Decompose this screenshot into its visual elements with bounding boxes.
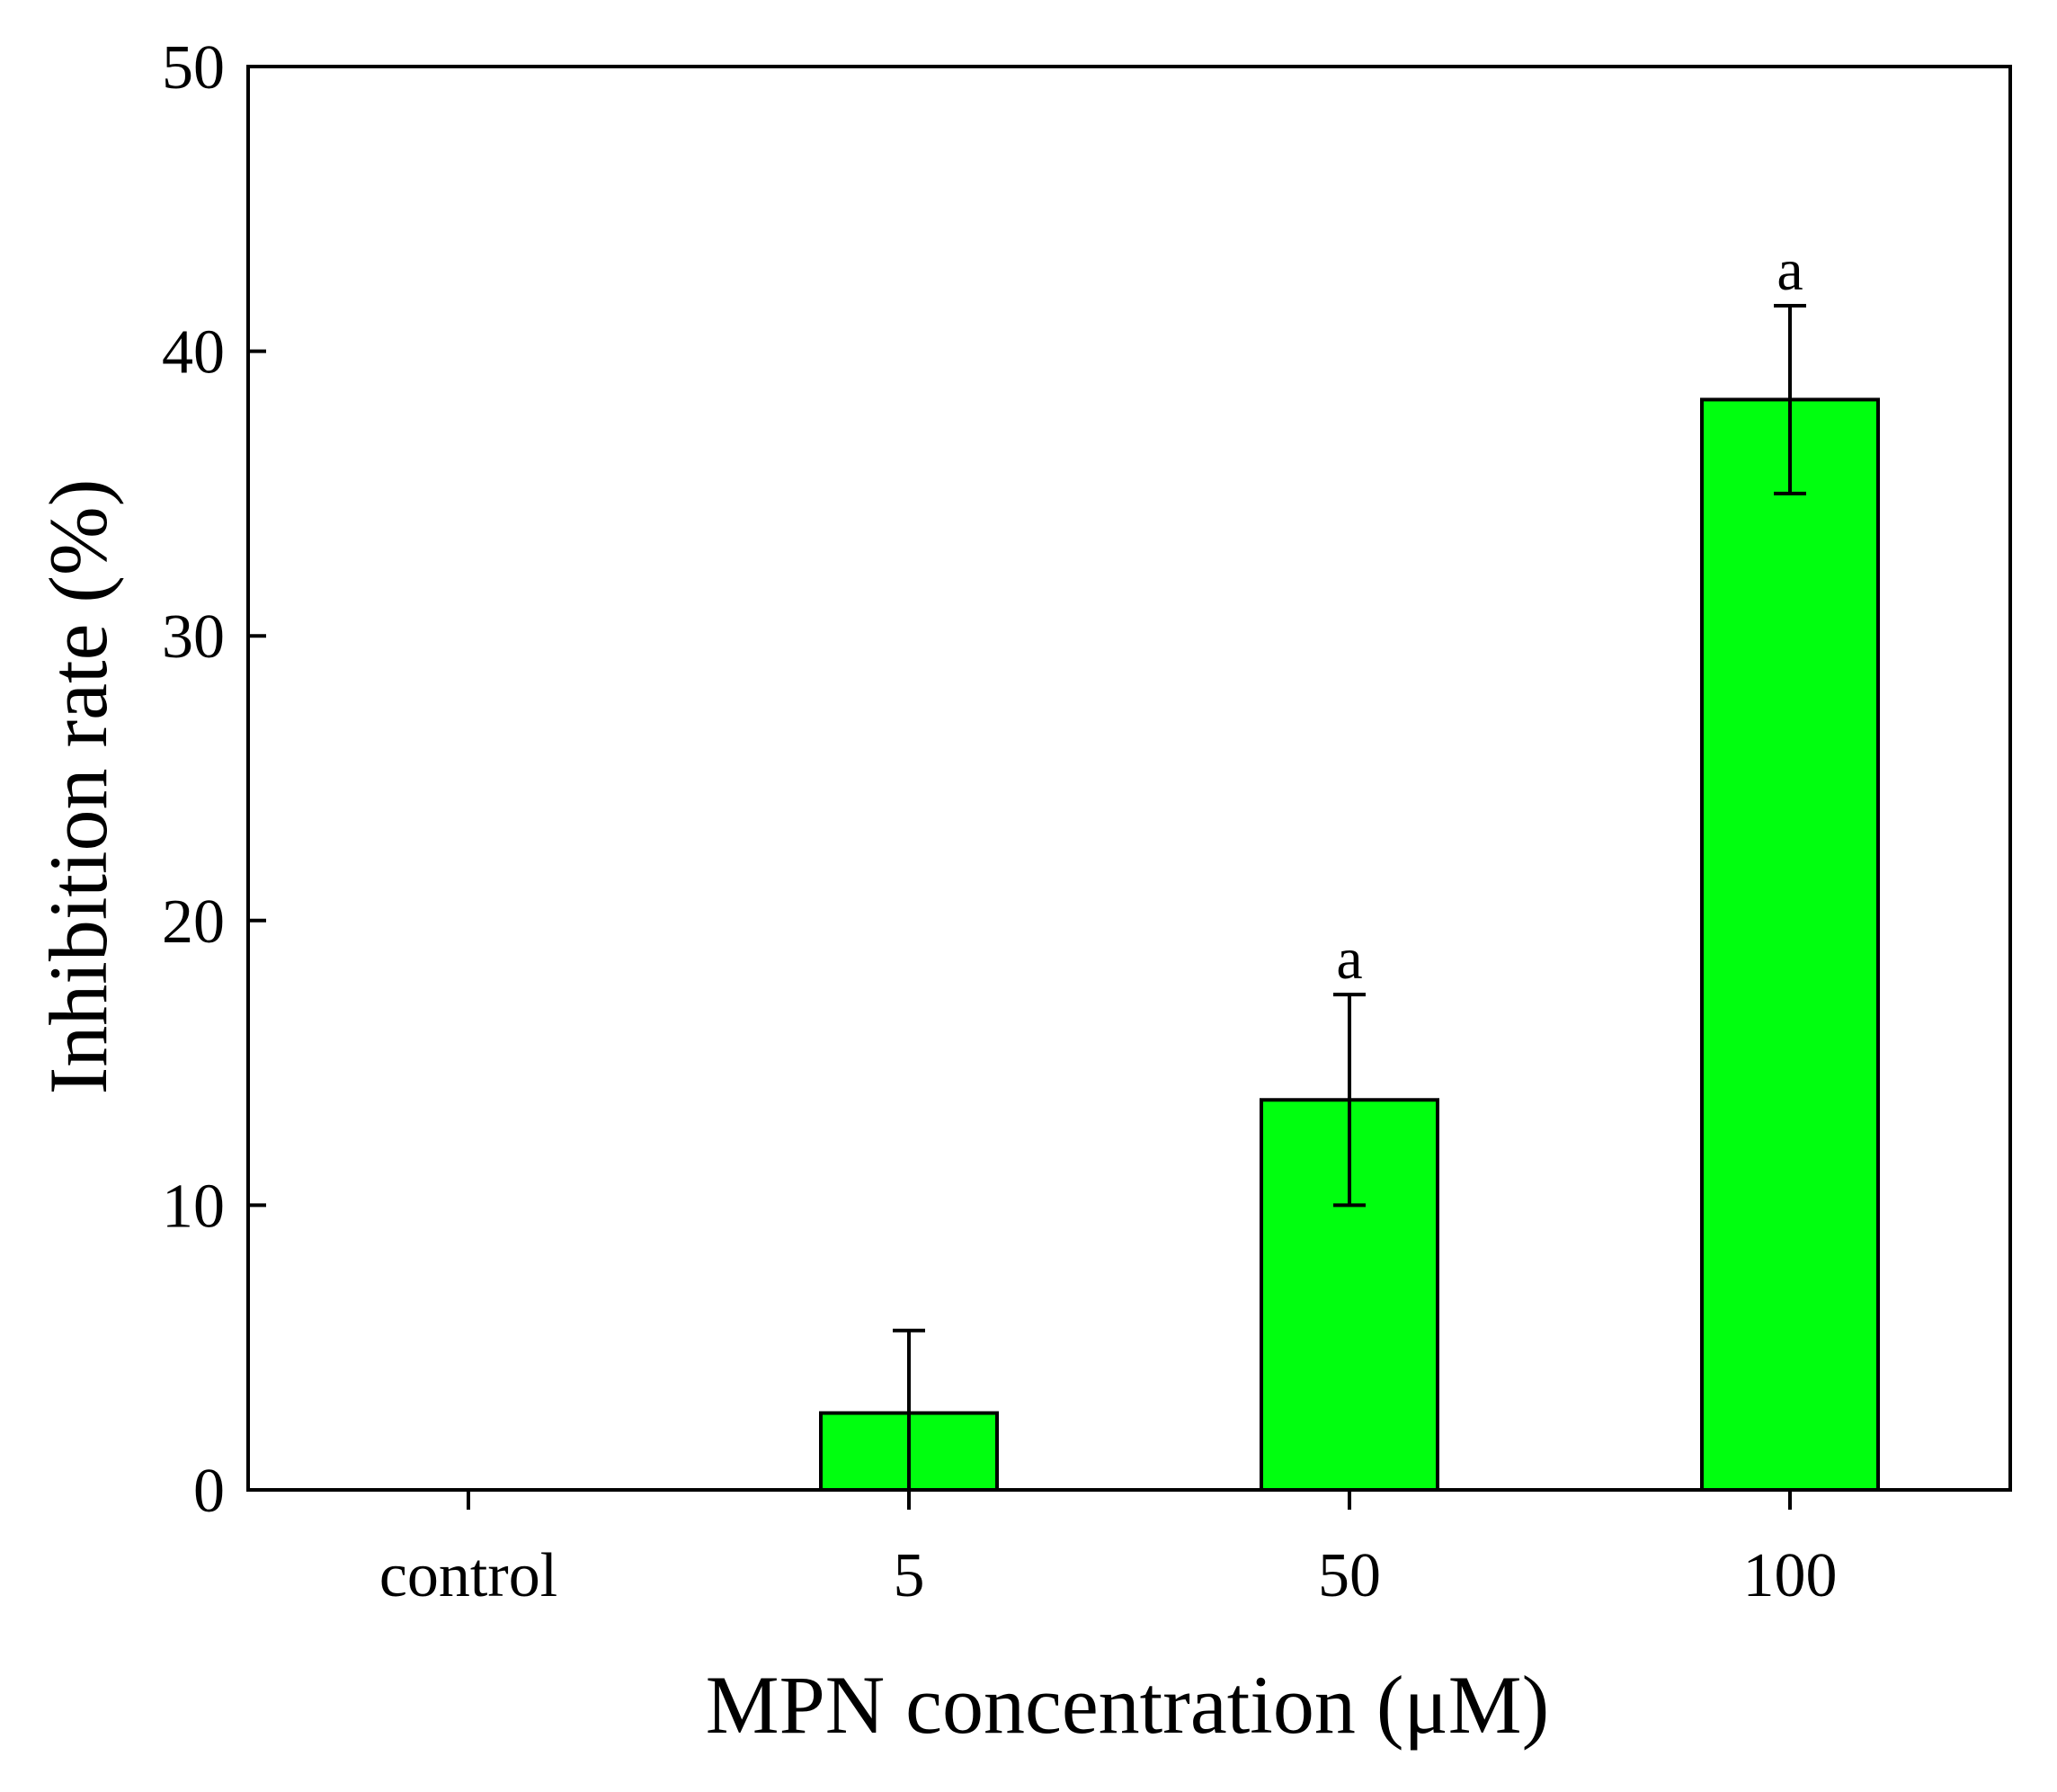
bar-100 [1700, 397, 1880, 1492]
x-tick-label-50: 50 [1318, 1541, 1381, 1610]
y-tick-label: 10 [162, 1172, 225, 1241]
significance-labels-group: aa [1336, 237, 1803, 992]
x-axis-ticks: control 5 50 100 [379, 1490, 1838, 1610]
x-tick-label-5: 5 [894, 1541, 925, 1610]
error-bars-group [893, 303, 1806, 1490]
plot-frame [246, 65, 2012, 1492]
x-tick-label-100: 100 [1743, 1541, 1838, 1610]
significance-label-100: a [1776, 237, 1803, 303]
significance-label-50: a [1336, 926, 1362, 992]
y-axis-title: Inhibition rate (%) [32, 479, 124, 1095]
y-axis-ticks: 0 10 20 30 40 50 [162, 33, 266, 1526]
y-tick-label: 50 [162, 33, 225, 103]
x-tick-label-control: control [379, 1541, 557, 1610]
y-tick-label: 0 [193, 1457, 225, 1526]
y-tick-label: 20 [162, 887, 225, 957]
plot-border [246, 65, 2012, 1492]
y-tick-label: 30 [162, 602, 225, 672]
y-tick-label: 40 [162, 318, 225, 388]
x-axis-title: MPN concentration (μM) [706, 1659, 1549, 1751]
